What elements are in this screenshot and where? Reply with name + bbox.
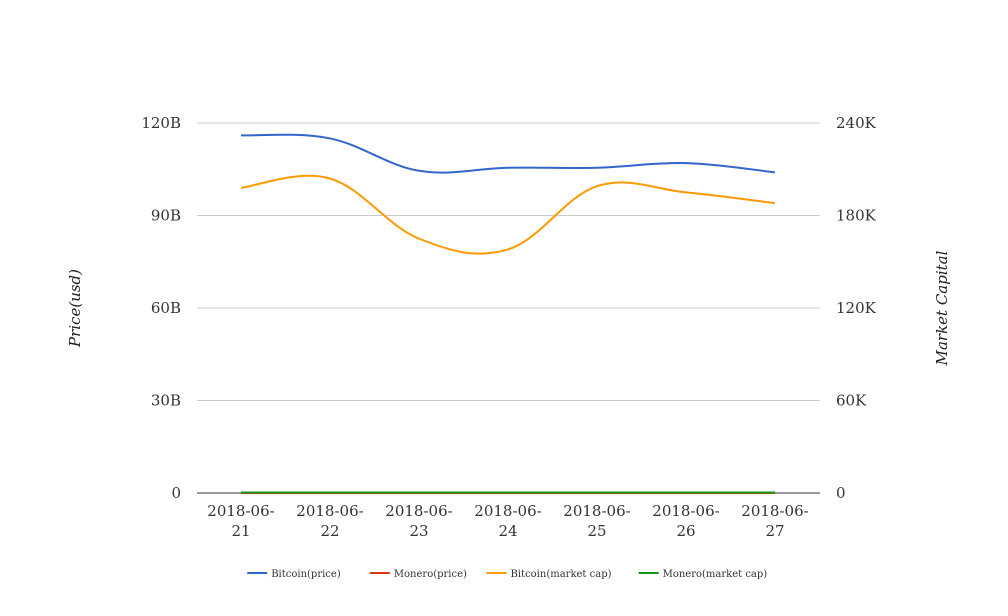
- right-axis: 0 60K 120K 180K 240K: [836, 114, 877, 502]
- x-tick-label: 2018-06-23: [385, 502, 452, 540]
- series-line-bitcoin-market-cap: [240, 174, 776, 255]
- y-left-tick-label: 30B: [151, 392, 181, 410]
- y-right-tick-label: 240K: [836, 114, 877, 132]
- y-axis-left-title: Price(usd): [66, 269, 84, 348]
- y-right-tick-label: 0: [836, 484, 846, 502]
- grid-lines: [197, 122, 820, 494]
- legend-label: Monero(market cap): [663, 569, 768, 580]
- y-right-tick-label: 180K: [836, 207, 877, 225]
- y-left-tick-label: 90B: [151, 207, 181, 225]
- x-tick-label: 2018-06-24: [474, 502, 541, 540]
- x-axis: 2018-06-21 2018-06-22 2018-06-23 2018-06-24…: [207, 502, 808, 540]
- x-tick-label: 2018-06-25: [563, 502, 630, 540]
- legend-item-monero-price[interactable]: Monero(price): [369, 569, 467, 580]
- x-tick-label: 2018-06-27: [741, 502, 808, 540]
- y-left-tick-label: 120B: [141, 114, 181, 132]
- y-left-tick-label: 0: [171, 484, 181, 502]
- legend-label: Monero(price): [394, 569, 467, 580]
- legend-label: Bitcoin(market cap): [511, 569, 612, 580]
- y-right-tick-label: 60K: [836, 392, 867, 410]
- y-right-tick-label: 120K: [836, 299, 877, 317]
- x-tick-label: 2018-06-22: [296, 502, 363, 540]
- x-tick-label: 2018-06-26: [652, 502, 719, 540]
- legend: Bitcoin(price) Monero(price) Bitcoin(marke…: [247, 569, 767, 580]
- legend-item-bitcoin-price[interactable]: Bitcoin(price): [247, 569, 341, 580]
- legend-label: Bitcoin(price): [271, 569, 341, 580]
- x-tick-label: 2018-06-21: [207, 502, 274, 540]
- legend-item-monero-market-cap[interactable]: Monero(market cap): [638, 569, 768, 580]
- y-left-tick-label: 60B: [151, 299, 181, 317]
- left-axis: 0 30B 60B 90B 120B: [141, 114, 181, 502]
- series-line-bitcoin-price: [240, 133, 776, 174]
- series-lines: [240, 133, 776, 495]
- legend-item-bitcoin-market-cap[interactable]: Bitcoin(market cap): [486, 569, 612, 580]
- y-axis-right-title: Market Capital: [933, 250, 951, 366]
